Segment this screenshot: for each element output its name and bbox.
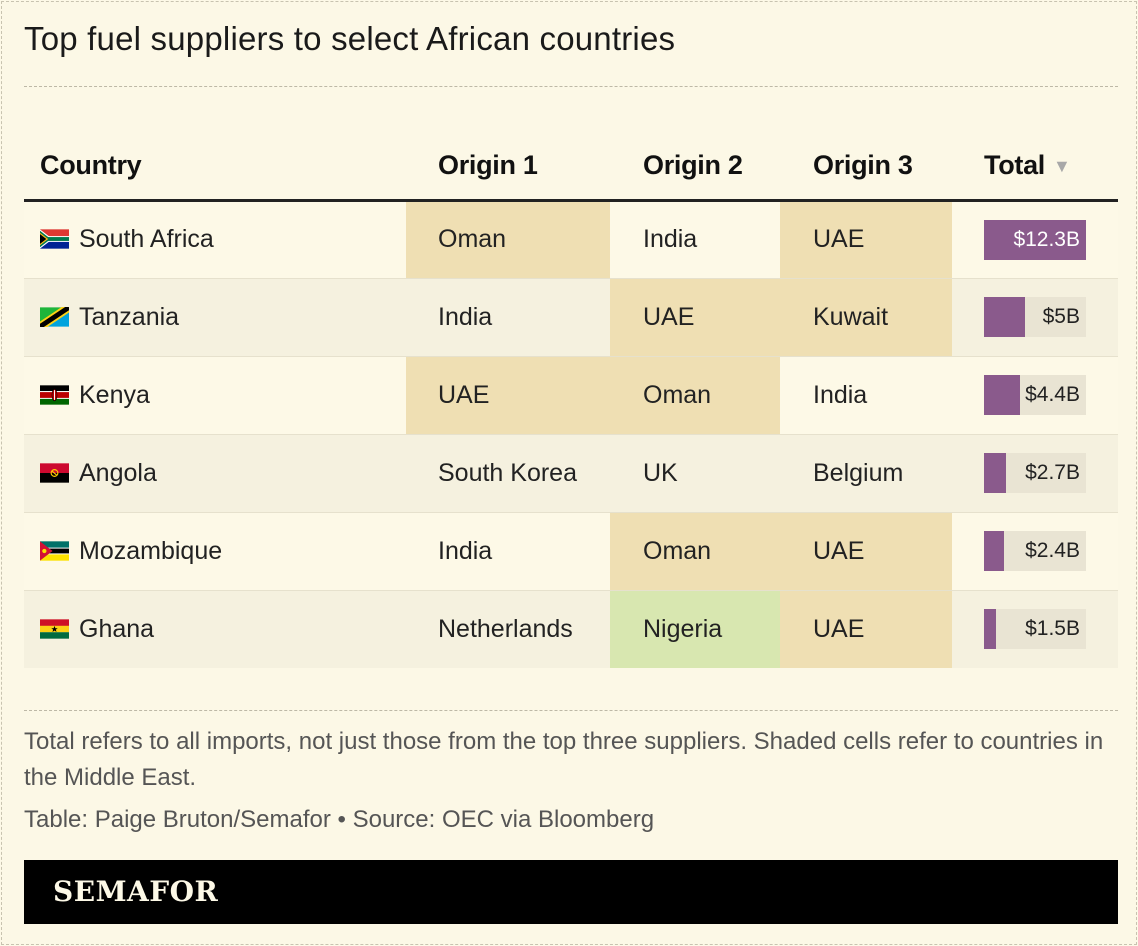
total-bar-track: $2.7B bbox=[984, 453, 1086, 493]
angola-flag-icon bbox=[40, 461, 69, 483]
header-origin-2[interactable]: Origin 2 bbox=[610, 132, 780, 202]
ghana-flag-icon bbox=[40, 617, 69, 639]
origin-3-cell: UAE bbox=[780, 512, 952, 591]
table-row: Angola South Korea UK Belgium $2.7B bbox=[24, 434, 1118, 513]
country-name: Tanzania bbox=[79, 302, 180, 331]
semafor-logo: SEMAFOR bbox=[53, 875, 219, 908]
origin-2-cell: Nigeria bbox=[610, 590, 780, 668]
origin-1-cell: South Korea bbox=[406, 434, 610, 513]
total-bar bbox=[984, 453, 1006, 493]
origin-1-cell: India bbox=[406, 278, 610, 357]
chart-title: Top fuel suppliers to select African cou… bbox=[24, 20, 676, 57]
total-value-label: $1.5B bbox=[1025, 617, 1080, 641]
kenya-flag-icon bbox=[40, 383, 69, 405]
top-divider bbox=[24, 86, 1118, 87]
suppliers-table: Country Origin 1 Origin 2 Origin 3 Total… bbox=[24, 132, 1118, 668]
country-cell: Tanzania bbox=[24, 278, 406, 357]
table-row: Ghana Netherlands Nigeria UAE $1.5B bbox=[24, 590, 1118, 668]
total-cell: $1.5B bbox=[952, 590, 1118, 668]
origin-1-cell: India bbox=[406, 512, 610, 591]
total-value-label: $12.3B bbox=[1013, 227, 1080, 251]
total-cell: $5B bbox=[952, 278, 1118, 357]
total-bar bbox=[984, 219, 1086, 260]
total-bar-track: $5B bbox=[984, 297, 1086, 337]
table-header-row: Country Origin 1 Origin 2 Origin 3 Total… bbox=[24, 132, 1118, 202]
footnote: Total refers to all imports, not just th… bbox=[24, 728, 1104, 791]
origin-1-cell: Oman bbox=[406, 200, 610, 279]
total-value-label: $4.4B bbox=[1025, 383, 1080, 406]
total-cell: $12.3B bbox=[952, 200, 1118, 279]
total-bar-track: $2.4B bbox=[984, 531, 1086, 571]
origin-3-cell: Belgium bbox=[780, 434, 952, 513]
south-africa-flag-icon bbox=[40, 227, 69, 249]
header-country[interactable]: Country bbox=[24, 132, 406, 202]
country-name: Kenya bbox=[79, 380, 150, 409]
bottom-divider bbox=[24, 710, 1118, 711]
country-name: Ghana bbox=[79, 614, 155, 643]
table-row: Mozambique India Oman UAE $2.4B bbox=[24, 512, 1118, 591]
total-cell: $4.4B bbox=[952, 356, 1118, 435]
origin-2-cell: Oman bbox=[610, 512, 780, 591]
source-credit: Table: Paige Bruton/Semafor • Source: OE… bbox=[24, 806, 655, 833]
total-cell: $2.7B bbox=[952, 434, 1118, 513]
country-cell: Mozambique bbox=[24, 512, 406, 591]
total-bar-track: $4.4B bbox=[984, 375, 1086, 415]
header-origin-3[interactable]: Origin 3 bbox=[780, 132, 952, 202]
country-cell: Kenya bbox=[24, 356, 406, 435]
origin-2-cell: UK bbox=[610, 434, 780, 513]
header-total-label: Total bbox=[984, 149, 1045, 180]
origin-1-cell: UAE bbox=[406, 356, 610, 435]
mozambique-flag-icon bbox=[40, 539, 69, 561]
origin-2-cell: UAE bbox=[610, 278, 780, 357]
total-bar bbox=[984, 297, 1025, 337]
country-cell: South Africa bbox=[24, 200, 406, 279]
header-total[interactable]: Total ▼ bbox=[952, 132, 1118, 202]
table-row: Tanzania India UAE Kuwait $5B bbox=[24, 278, 1118, 357]
origin-3-cell: UAE bbox=[780, 590, 952, 668]
country-name: Mozambique bbox=[79, 536, 223, 565]
origin-3-cell: Kuwait bbox=[780, 278, 952, 357]
country-name: South Africa bbox=[79, 225, 214, 253]
country-name: Angola bbox=[79, 458, 157, 487]
total-bar-track: $1.5B bbox=[984, 609, 1086, 650]
origin-2-cell: India bbox=[610, 200, 780, 279]
header-origin-1[interactable]: Origin 1 bbox=[406, 132, 610, 202]
table-row: Kenya UAE Oman India $4.4B bbox=[24, 356, 1118, 435]
total-bar-track: $12.3B bbox=[984, 219, 1086, 260]
total-value-label: $5B bbox=[1042, 305, 1080, 328]
origin-2-cell: Oman bbox=[610, 356, 780, 435]
brand-footer: SEMAFOR bbox=[24, 860, 1118, 924]
country-cell: Ghana bbox=[24, 590, 406, 668]
total-bar bbox=[984, 375, 1020, 415]
total-cell: $2.4B bbox=[952, 512, 1118, 591]
table-row: South Africa Oman India UAE $12.3B bbox=[24, 200, 1118, 279]
total-bar bbox=[984, 609, 996, 650]
total-value-label: $2.7B bbox=[1025, 461, 1080, 484]
origin-1-cell: Netherlands bbox=[406, 590, 610, 668]
origin-3-cell: India bbox=[780, 356, 952, 435]
total-bar bbox=[984, 531, 1004, 571]
tanzania-flag-icon bbox=[37, 303, 72, 330]
country-cell: Angola bbox=[24, 434, 406, 513]
sort-descending-icon[interactable]: ▼ bbox=[1053, 156, 1071, 177]
origin-3-cell: UAE bbox=[780, 200, 952, 279]
total-value-label: $2.4B bbox=[1025, 539, 1080, 562]
